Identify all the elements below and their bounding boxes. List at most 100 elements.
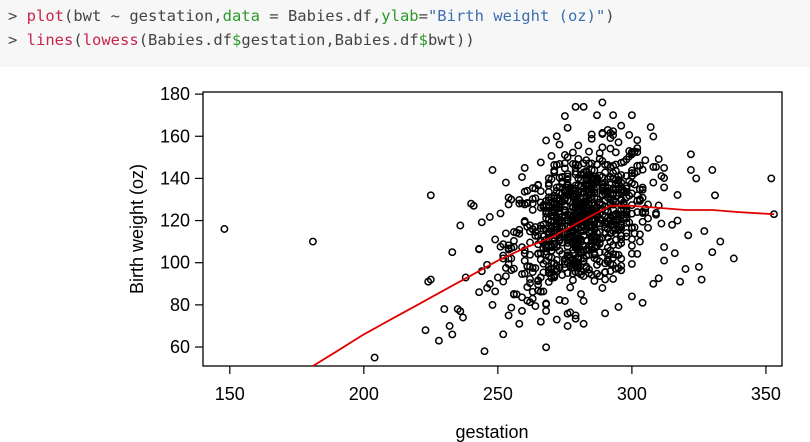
data-point — [520, 187, 529, 196]
code-token: data — [222, 7, 260, 25]
data-point — [550, 161, 559, 169]
data-point — [660, 174, 669, 182]
data-point — [617, 231, 626, 240]
data-point — [526, 221, 534, 230]
data-point — [633, 161, 642, 170]
data-point — [542, 343, 551, 352]
data-point — [568, 148, 577, 157]
data-point — [544, 234, 553, 243]
data-point — [448, 248, 457, 257]
data-point — [587, 173, 596, 182]
data-point — [582, 245, 591, 254]
data-point — [507, 254, 516, 263]
data-point — [477, 218, 486, 227]
data-point — [568, 269, 577, 278]
y-tick-label: 180 — [160, 84, 190, 104]
data-point — [515, 319, 524, 328]
data-point — [574, 141, 583, 150]
data-point — [560, 159, 569, 168]
data-point — [499, 240, 508, 249]
data-point — [526, 250, 534, 259]
data-point — [587, 159, 596, 168]
data-point — [577, 235, 585, 244]
data-point — [646, 123, 655, 132]
data-point — [694, 262, 703, 271]
code-token: ) — [605, 7, 615, 25]
lowess-line — [312, 204, 775, 367]
data-point — [499, 277, 508, 286]
data-point — [585, 228, 593, 237]
data-point — [585, 212, 593, 221]
data-point — [555, 188, 564, 197]
data-point — [627, 249, 636, 258]
data-point — [606, 144, 615, 153]
data-point — [566, 223, 575, 232]
data-point — [539, 268, 548, 277]
data-point — [568, 276, 577, 285]
y-axis-label: Birth weight (oz) — [127, 164, 147, 294]
data-point — [571, 314, 580, 323]
x-axis: 150 200 250 300 350 — [215, 366, 781, 404]
data-point — [547, 212, 556, 221]
data-point — [649, 178, 658, 187]
data-point — [627, 259, 636, 268]
data-point — [654, 155, 663, 164]
data-point — [625, 131, 634, 139]
data-point — [491, 287, 500, 296]
data-point — [587, 199, 596, 208]
data-point — [585, 179, 593, 188]
data-point — [547, 221, 556, 230]
data-point — [421, 326, 430, 335]
data-point — [550, 271, 559, 280]
data-point — [614, 138, 623, 147]
data-point — [686, 150, 695, 159]
data-point — [614, 303, 623, 311]
y-axis: 60 80 100 120 140 160 180 — [160, 84, 203, 357]
data-point — [601, 309, 610, 318]
data-point — [644, 223, 652, 232]
data-point — [577, 290, 585, 299]
data-point — [542, 306, 551, 315]
data-point — [660, 163, 669, 172]
data-point — [684, 231, 693, 240]
data-point — [539, 259, 548, 268]
data-point — [649, 162, 658, 171]
data-point — [585, 147, 593, 156]
code-token: = Babies.df, — [259, 7, 382, 25]
data-point — [601, 268, 610, 277]
data-point — [571, 181, 580, 190]
data-point — [536, 158, 545, 167]
data-point — [644, 214, 652, 223]
data-point — [660, 183, 669, 192]
data-point — [622, 206, 631, 215]
data-point — [590, 249, 599, 258]
data-point — [547, 217, 556, 225]
data-point — [568, 260, 577, 269]
data-point — [627, 235, 636, 244]
data-point — [520, 163, 529, 172]
data-point — [670, 249, 679, 258]
data-point — [603, 160, 612, 169]
data-point — [609, 185, 618, 194]
data-point — [558, 179, 567, 188]
data-point — [633, 136, 642, 145]
data-point — [593, 260, 601, 269]
data-point — [547, 151, 556, 160]
data-point — [625, 152, 634, 161]
data-point — [528, 205, 537, 214]
code-token: $ — [232, 31, 242, 49]
data-point — [609, 190, 618, 198]
console-line-plot: > plot(bwt ~ gestation,data = Babies.df,… — [8, 6, 615, 26]
data-point — [601, 160, 610, 169]
data-point — [566, 283, 575, 292]
code-token: $ — [418, 31, 429, 49]
data-point — [711, 191, 719, 200]
data-point — [686, 166, 695, 174]
data-point — [531, 264, 540, 273]
data-point — [520, 249, 529, 258]
data-point — [518, 306, 526, 315]
data-point — [595, 248, 604, 257]
code-token: lines — [26, 31, 74, 49]
code-token: ( — [73, 31, 83, 49]
data-point — [370, 353, 379, 362]
